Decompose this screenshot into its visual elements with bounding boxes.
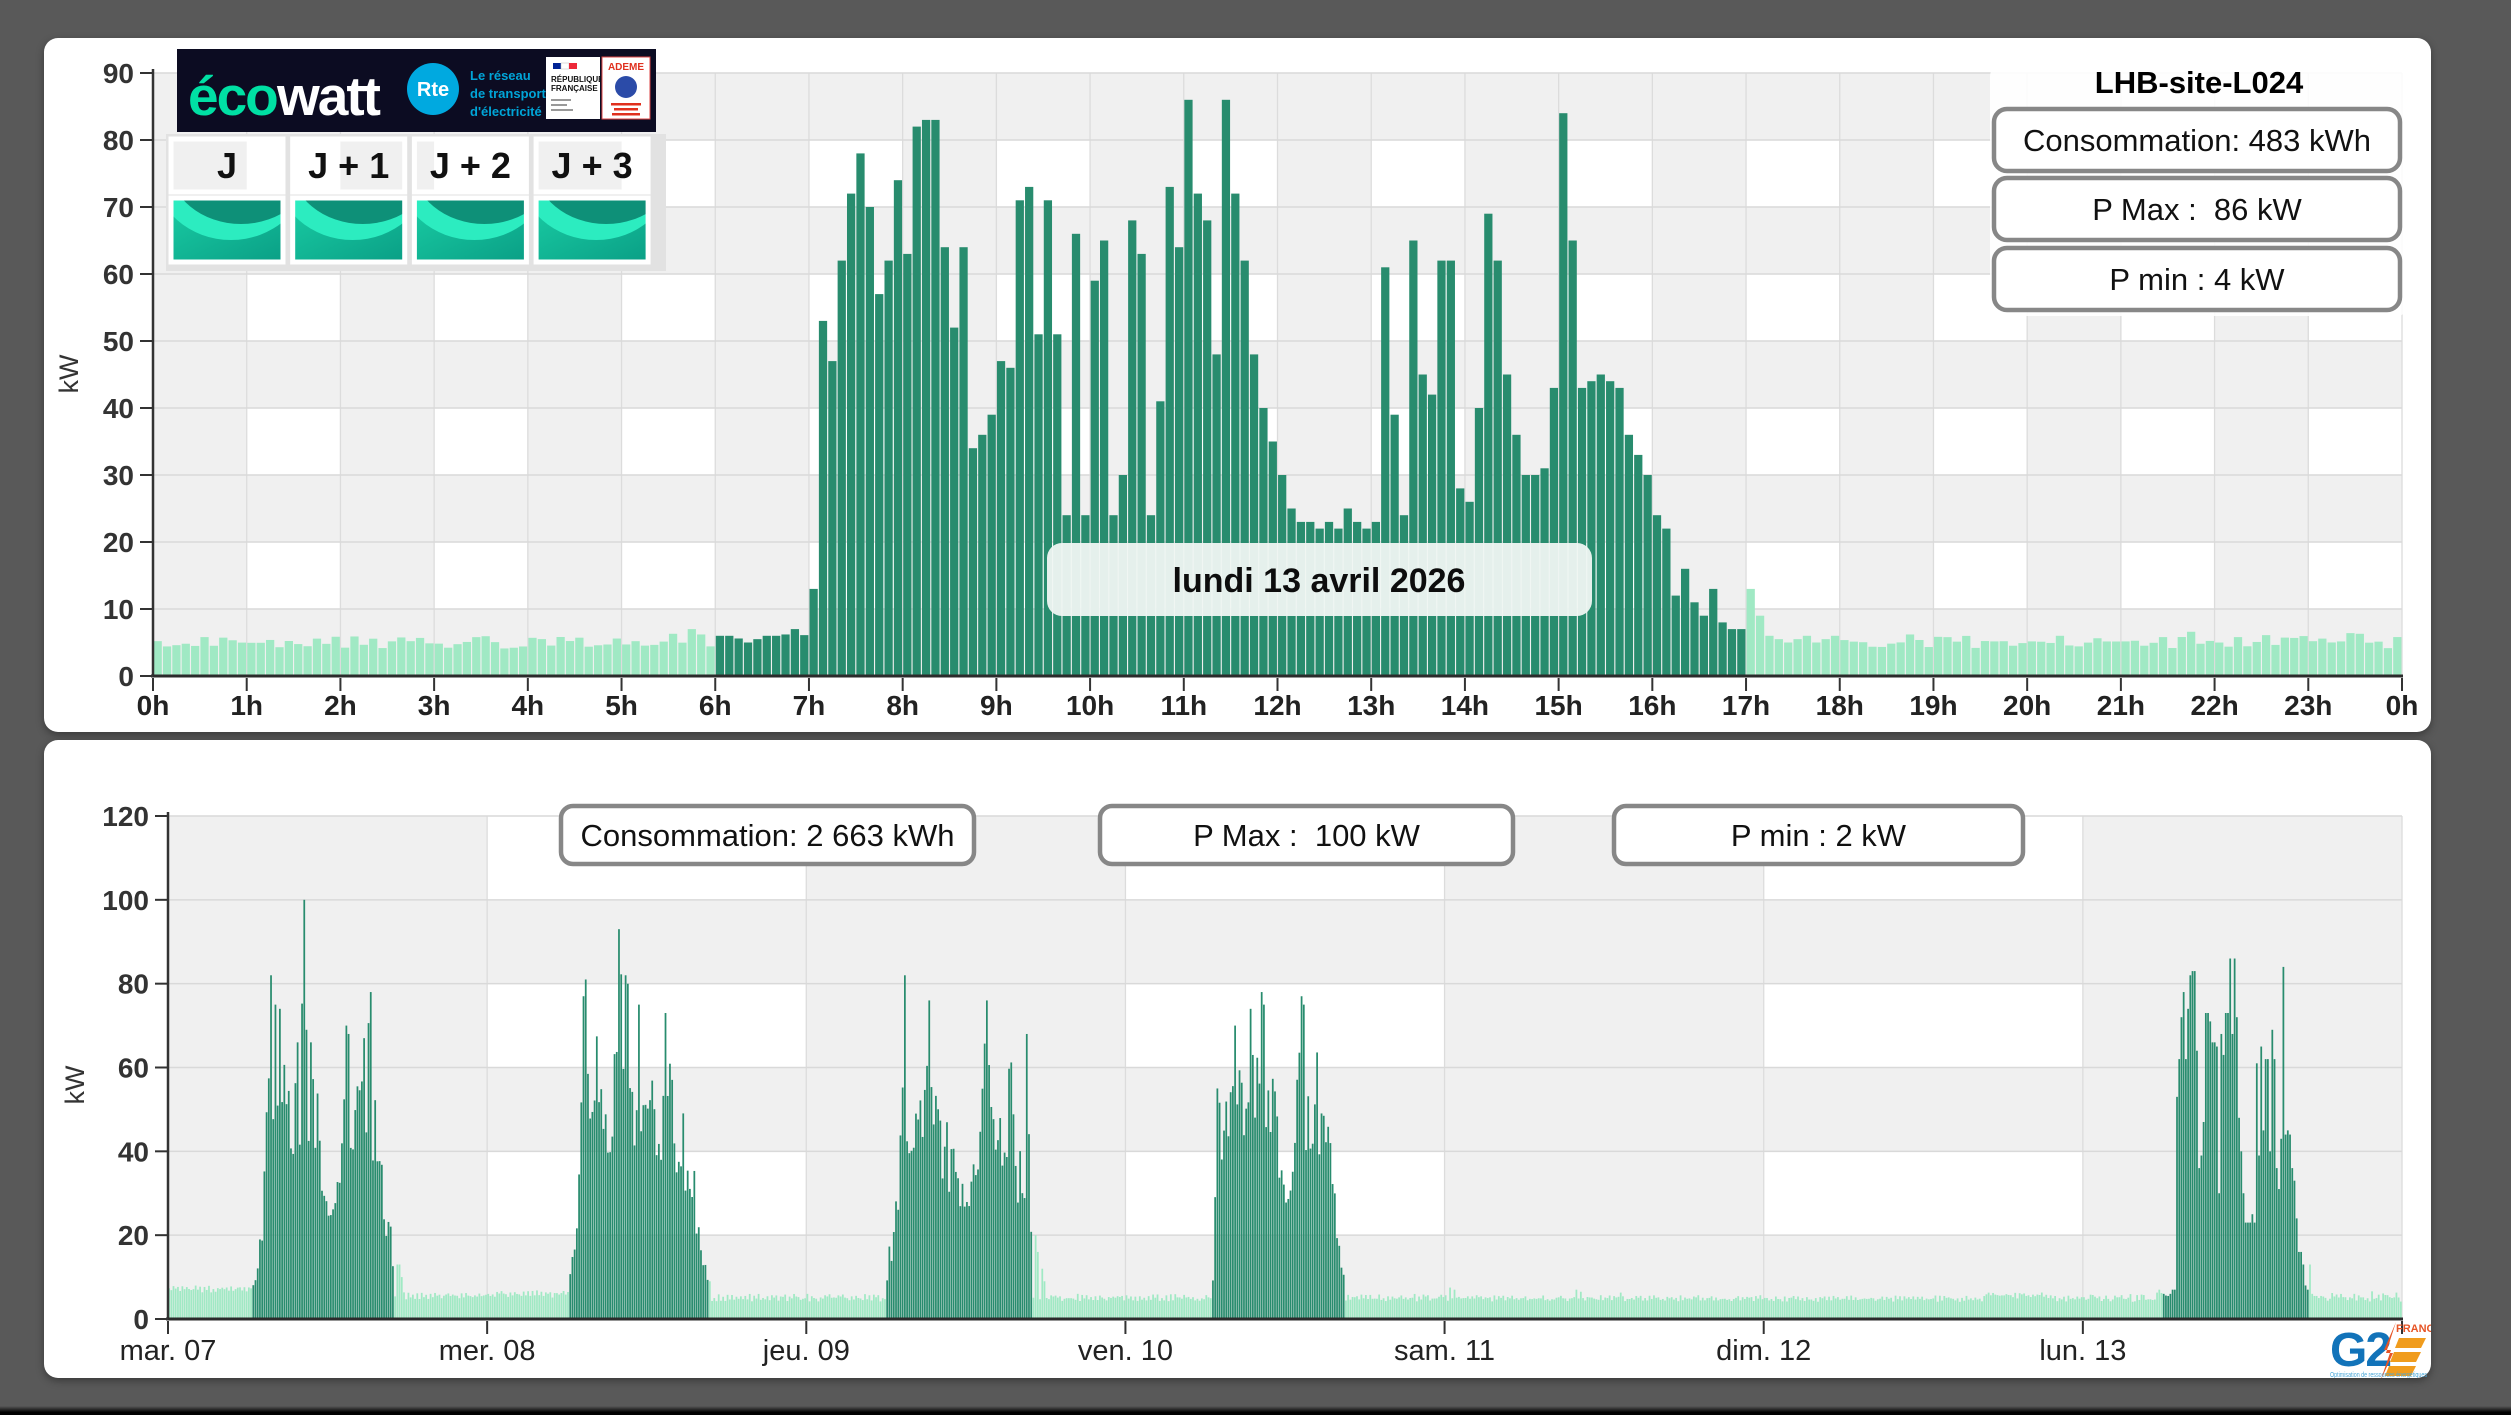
svg-text:kW: kW xyxy=(54,354,84,394)
svg-text:J + 2: J + 2 xyxy=(430,145,511,186)
svg-text:J: J xyxy=(217,145,237,186)
svg-text:50: 50 xyxy=(103,326,134,357)
svg-text:40: 40 xyxy=(118,1136,149,1167)
svg-text:20h: 20h xyxy=(2003,690,2051,721)
svg-text:20: 20 xyxy=(103,527,134,558)
svg-text:5h: 5h xyxy=(605,690,638,721)
svg-text:60: 60 xyxy=(103,259,134,290)
svg-text:11h: 11h xyxy=(1160,690,1207,721)
svg-text:16h: 16h xyxy=(1628,690,1676,721)
svg-text:P min : 4 kW: P min : 4 kW xyxy=(2109,262,2285,297)
svg-text:de transport: de transport xyxy=(470,86,547,101)
svg-text:FRANÇAISE: FRANÇAISE xyxy=(551,84,598,93)
svg-text:100: 100 xyxy=(102,885,149,916)
svg-text:sam. 11: sam. 11 xyxy=(1394,1335,1495,1367)
svg-text:d'électricité: d'électricité xyxy=(470,104,542,119)
svg-text:2h: 2h xyxy=(324,690,357,721)
svg-text:FRANCE: FRANCE xyxy=(2396,1323,2431,1335)
svg-text:Optimisation de ressources éne: Optimisation de ressources énergétiques xyxy=(2330,1370,2427,1378)
svg-text:jeu. 09: jeu. 09 xyxy=(762,1335,850,1367)
svg-text:17h: 17h xyxy=(1722,690,1770,721)
svg-text:19h: 19h xyxy=(1909,690,1957,721)
svg-text:30: 30 xyxy=(103,460,134,491)
svg-text:15h: 15h xyxy=(1534,690,1582,721)
svg-text:4h: 4h xyxy=(511,690,544,721)
svg-text:13h: 13h xyxy=(1347,690,1395,721)
svg-text:20: 20 xyxy=(118,1220,149,1251)
svg-text:7h: 7h xyxy=(793,690,826,721)
svg-text:J + 3: J + 3 xyxy=(552,145,633,186)
svg-text:kW: kW xyxy=(60,1065,90,1105)
svg-text:LHB-site-L024: LHB-site-L024 xyxy=(2095,65,2304,100)
svg-text:70: 70 xyxy=(103,192,134,223)
svg-text:lun. 13: lun. 13 xyxy=(2039,1335,2126,1367)
svg-text:18h: 18h xyxy=(1816,690,1864,721)
svg-text:P Max : 86 kW: P Max : 86 kW xyxy=(2092,192,2302,227)
svg-text:0: 0 xyxy=(133,1304,149,1335)
svg-text:Consommation: 2 663 kWh: Consommation: 2 663 kWh xyxy=(581,818,955,853)
svg-text:40: 40 xyxy=(103,393,134,424)
svg-text:Le réseau: Le réseau xyxy=(470,68,531,83)
svg-text:lundi 13 avril 2026: lundi 13 avril 2026 xyxy=(1173,562,1466,600)
svg-text:6h: 6h xyxy=(699,690,732,721)
svg-text:3h: 3h xyxy=(418,690,451,721)
svg-text:14h: 14h xyxy=(1441,690,1489,721)
svg-text:8h: 8h xyxy=(886,690,919,721)
svg-text:90: 90 xyxy=(103,58,134,89)
svg-text:Rte: Rte xyxy=(417,79,449,101)
svg-text:0: 0 xyxy=(118,661,134,692)
svg-text:1h: 1h xyxy=(230,690,263,721)
svg-text:P Max : 100 kW: P Max : 100 kW xyxy=(1193,818,1421,853)
svg-text:G2: G2 xyxy=(2330,1324,2390,1377)
svg-text:22h: 22h xyxy=(2190,690,2238,721)
svg-text:12h: 12h xyxy=(1253,690,1301,721)
svg-text:60: 60 xyxy=(118,1053,149,1084)
svg-text:120: 120 xyxy=(102,801,149,832)
svg-text:80: 80 xyxy=(103,125,134,156)
svg-text:watt: watt xyxy=(276,65,381,127)
svg-text:P min : 2 kW: P min : 2 kW xyxy=(1731,818,1907,853)
svg-text:21h: 21h xyxy=(2097,690,2145,721)
svg-text:80: 80 xyxy=(118,969,149,1000)
svg-text:RÉPUBLIQUE: RÉPUBLIQUE xyxy=(551,75,604,84)
svg-text:9h: 9h xyxy=(980,690,1013,721)
svg-text:mer. 08: mer. 08 xyxy=(439,1335,536,1367)
svg-text:ADEME: ADEME xyxy=(608,62,644,73)
svg-text:Consommation: 483 kWh: Consommation: 483 kWh xyxy=(2023,123,2371,158)
svg-text:23h: 23h xyxy=(2284,690,2332,721)
svg-text:dim. 12: dim. 12 xyxy=(1716,1335,1811,1367)
svg-text:ven. 10: ven. 10 xyxy=(1078,1335,1173,1367)
svg-text:0h: 0h xyxy=(2386,690,2419,721)
svg-text:mar. 07: mar. 07 xyxy=(120,1335,217,1367)
svg-text:10: 10 xyxy=(103,594,134,625)
svg-text:J + 1: J + 1 xyxy=(308,145,389,186)
svg-text:éco: éco xyxy=(188,65,277,127)
svg-text:10h: 10h xyxy=(1066,690,1114,721)
svg-text:0h: 0h xyxy=(137,690,170,721)
